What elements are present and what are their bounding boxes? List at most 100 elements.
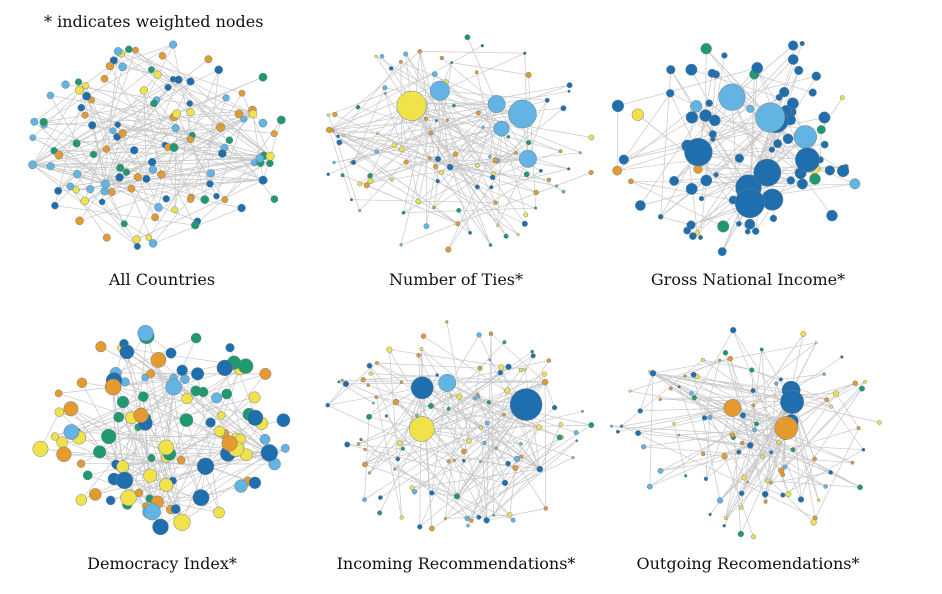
node <box>258 72 268 82</box>
node <box>749 367 755 373</box>
node <box>779 86 790 98</box>
node <box>159 478 174 492</box>
node <box>260 444 278 462</box>
node <box>478 425 484 430</box>
edge <box>44 113 254 126</box>
edge <box>539 424 562 470</box>
node <box>685 182 698 195</box>
node <box>646 483 653 490</box>
node <box>486 400 492 405</box>
node <box>814 341 818 345</box>
node <box>105 61 115 71</box>
edge <box>411 105 478 188</box>
edge <box>725 423 757 519</box>
node <box>164 83 172 91</box>
node <box>238 89 246 97</box>
node <box>107 188 116 197</box>
edge <box>638 401 793 434</box>
node <box>169 143 179 152</box>
edge <box>700 180 707 238</box>
node <box>325 402 330 408</box>
node <box>248 476 262 489</box>
edge <box>327 383 347 406</box>
node <box>526 139 532 146</box>
node <box>186 108 195 117</box>
edge <box>792 401 880 423</box>
node <box>816 125 826 135</box>
edge <box>709 416 861 488</box>
node <box>750 388 756 394</box>
node <box>669 175 680 186</box>
node <box>147 66 155 74</box>
node <box>567 89 571 93</box>
node <box>826 209 838 222</box>
node <box>518 441 523 446</box>
node <box>438 373 457 392</box>
node <box>146 369 156 379</box>
node <box>751 403 756 408</box>
edge <box>104 78 223 154</box>
edge <box>143 90 162 175</box>
network-graph-gross-national-income <box>611 40 861 256</box>
node <box>672 422 676 426</box>
edge <box>146 178 264 181</box>
edge <box>544 381 555 408</box>
edge <box>544 382 547 509</box>
node <box>132 46 139 54</box>
edge <box>400 61 495 174</box>
node <box>374 54 378 58</box>
node <box>200 195 210 204</box>
edge <box>660 398 793 403</box>
edge <box>725 342 817 519</box>
node <box>54 186 63 195</box>
edge <box>152 196 192 244</box>
edge <box>32 164 138 247</box>
node <box>492 157 498 164</box>
node <box>551 404 558 411</box>
node <box>113 411 125 423</box>
edge <box>329 129 378 134</box>
node <box>77 103 86 112</box>
edge <box>478 458 518 518</box>
node <box>398 59 403 64</box>
node <box>429 525 435 532</box>
caption-democracy-index: Democracy Index* <box>87 554 237 573</box>
node <box>502 340 507 345</box>
node <box>721 52 728 59</box>
node <box>399 243 403 247</box>
node <box>151 213 159 222</box>
node <box>619 424 624 428</box>
edge <box>486 422 541 470</box>
node <box>54 150 64 160</box>
edge <box>122 401 220 432</box>
node <box>367 471 372 475</box>
caption-incoming-recommendations: Incoming Recommendations* <box>336 554 576 573</box>
node <box>82 91 91 101</box>
edge <box>660 120 777 218</box>
edge <box>417 120 437 202</box>
node <box>768 146 776 153</box>
edge <box>691 117 803 185</box>
node <box>466 438 472 444</box>
node <box>355 104 361 110</box>
edge <box>724 456 754 537</box>
node <box>415 198 421 205</box>
edge <box>430 132 537 193</box>
edge <box>448 461 458 497</box>
node <box>258 118 268 128</box>
node <box>429 80 450 101</box>
edge <box>126 351 183 523</box>
edge <box>456 436 562 497</box>
nodes <box>609 326 882 540</box>
node <box>238 358 254 374</box>
edge <box>57 173 78 192</box>
node <box>378 495 383 500</box>
edge <box>456 360 550 497</box>
node <box>100 179 110 189</box>
edge <box>784 388 863 468</box>
node <box>839 95 845 101</box>
node <box>543 506 549 511</box>
node <box>811 71 821 81</box>
node <box>88 121 97 130</box>
node <box>657 214 664 220</box>
